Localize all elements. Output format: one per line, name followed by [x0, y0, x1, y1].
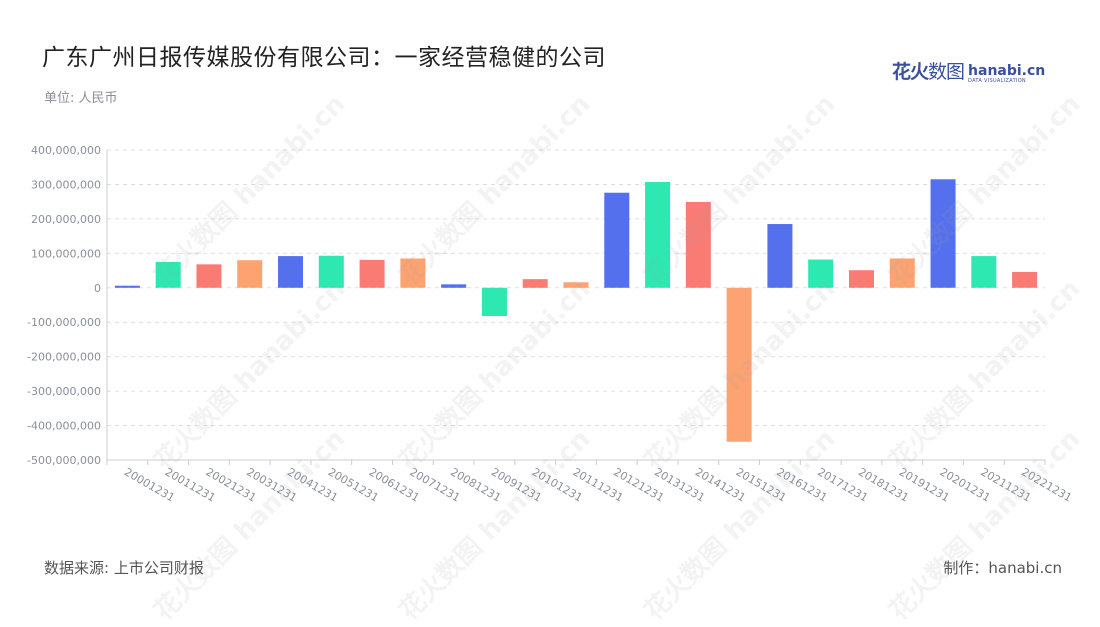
credit-label: 制作：hanabi.cn [943, 559, 1062, 577]
bar-20051231 [318, 255, 344, 288]
bar-20091231 [481, 287, 507, 317]
bar-20001231 [114, 285, 140, 288]
y-tick-label: -500,000,000 [27, 454, 101, 467]
logo-en: hanabi.cn DATA VISUALIZATION [968, 64, 1045, 84]
y-tick-label: -100,000,000 [27, 316, 101, 329]
logo-cn-sub: 数图 [928, 61, 965, 83]
bar-20151231 [726, 287, 752, 442]
unit-label: 单位: 人民币 [44, 91, 118, 106]
data-source: 数据来源: 上市公司财报 [44, 559, 204, 577]
bar-20221231 [1012, 271, 1038, 288]
bar-20121231 [604, 192, 630, 288]
y-tick-label: 200,000,000 [31, 213, 101, 226]
y-tick-label: 400,000,000 [31, 144, 101, 157]
logo-en-main: hanabi.cn [968, 63, 1046, 79]
y-tick-label: -400,000,000 [27, 420, 101, 433]
bar-20181231 [848, 270, 874, 288]
bar-20111231 [563, 282, 589, 288]
bar-20061231 [359, 259, 385, 288]
bar-20161231 [767, 224, 793, 288]
bar-20201231 [930, 179, 956, 288]
y-tick-label: 0 [94, 282, 101, 295]
bar-20031231 [237, 260, 263, 288]
brand-logo: 花火数图 hanabi.cn DATA VISUALIZATION [892, 60, 1045, 84]
bar-20131231 [645, 182, 671, 288]
logo-cn: 花火数图 [892, 57, 965, 84]
y-tick-label: 100,000,000 [31, 247, 101, 260]
bar-20171231 [808, 259, 834, 288]
y-tick-label: 300,000,000 [31, 178, 101, 191]
bars [114, 179, 1038, 442]
bar-20101231 [522, 279, 548, 288]
y-tick-label: -200,000,000 [27, 351, 101, 364]
bar-20141231 [685, 202, 711, 288]
y-tick-label: -300,000,000 [27, 385, 101, 398]
x-axis: 2000123120011231200212312003123120041231… [106, 459, 1074, 505]
grid-lines [107, 149, 1045, 461]
chart-title: 广东广州日报传媒股份有限公司：一家经营稳健的公司 [42, 45, 606, 71]
bar-20071231 [400, 258, 426, 288]
bar-20191231 [889, 258, 915, 288]
bar-20211231 [971, 256, 997, 288]
bar-20041231 [278, 256, 304, 288]
y-axis: 400,000,000 300,000,000 200,000,000 100,000… [27, 144, 108, 467]
bar-20081231 [441, 284, 467, 288]
bar-20011231 [155, 261, 181, 288]
logo-cn-main: 花火 [892, 61, 929, 83]
logo-en-sub: DATA VISUALIZATION [968, 78, 1026, 84]
bar-20021231 [196, 264, 222, 288]
